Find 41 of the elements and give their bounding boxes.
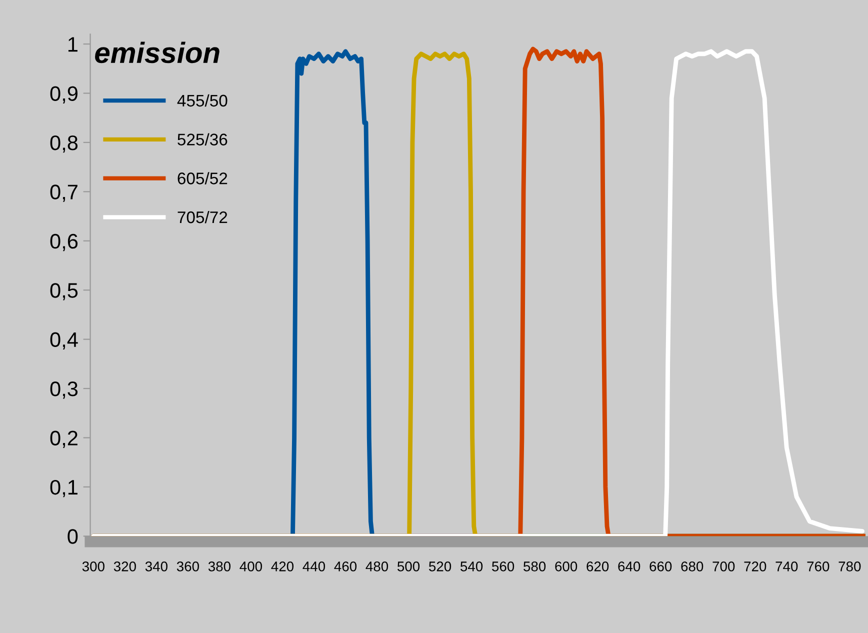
y-tick-label: 0,4 <box>50 332 78 350</box>
y-tick-label: 0 <box>68 529 78 544</box>
x-tick-label: 540 <box>460 562 483 572</box>
x-tick-label: 400 <box>240 562 262 572</box>
x-tick-label: 420 <box>271 562 294 572</box>
x-tick-label: 340 <box>145 562 168 572</box>
x-tick-label: 760 <box>807 562 830 572</box>
y-tick-label: 0,6 <box>50 234 78 252</box>
y-tick-label: 0,3 <box>50 382 78 399</box>
x-tick-label: 440 <box>302 562 326 572</box>
x-tick-label: 720 <box>744 562 766 572</box>
x-tick-label: 520 <box>428 562 452 572</box>
x-tick-label: 300 <box>82 562 104 572</box>
x-tick-label: 460 <box>334 562 357 572</box>
x-tick-label: 780 <box>838 562 861 572</box>
x-tick-label: 740 <box>776 562 798 572</box>
x-tick-label: 600 <box>555 562 578 572</box>
legend-label: 605/52 <box>178 172 228 184</box>
y-tick-label: 0,1 <box>50 480 78 498</box>
legend-label: 525/36 <box>178 133 228 146</box>
x-tick-label: 580 <box>524 562 546 572</box>
x-tick-label: 640 <box>618 562 640 572</box>
y-tick-label: 0,5 <box>50 283 78 300</box>
y-tick-label: 1 <box>68 37 78 52</box>
x-tick-label: 320 <box>114 562 136 572</box>
x-tick-label: 480 <box>366 562 388 572</box>
x-tick-label: 660 <box>650 562 672 572</box>
y-tick-label: 0,2 <box>50 430 78 448</box>
x-tick-label: 680 <box>681 562 704 572</box>
x-tick-label: 620 <box>586 562 609 572</box>
x-tick-label: 500 <box>397 562 420 572</box>
x-tick-label: 700 <box>712 562 735 572</box>
x-tick-label: 360 <box>176 562 199 572</box>
y-tick-label: 0,9 <box>50 86 78 104</box>
x-tick-label: 380 <box>208 562 231 572</box>
legend-label: 705/72 <box>178 210 228 224</box>
chart-title: emission <box>95 42 220 64</box>
y-tick-label: 0,7 <box>50 184 78 202</box>
x-tick-label: 560 <box>492 562 514 572</box>
legend-label: 455/50 <box>177 94 228 107</box>
y-tick-label: 0,8 <box>50 135 78 153</box>
